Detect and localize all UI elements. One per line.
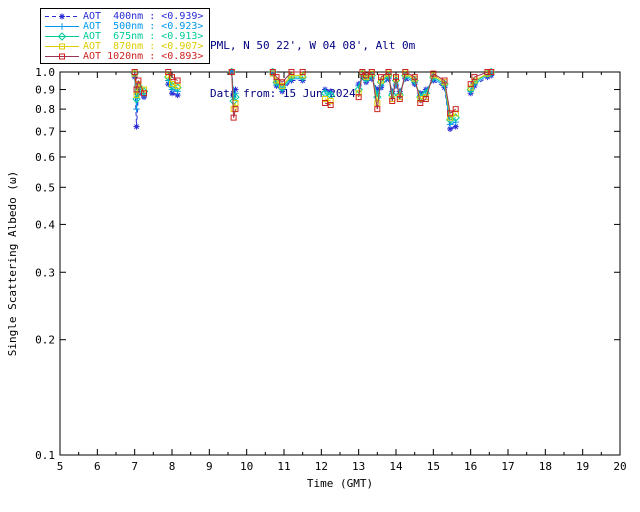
legend-row: AOT 870nm : <0.907>	[44, 40, 206, 52]
plot-header: PML, N 50 22', W 04 08', Alt 0m Data fro…	[210, 6, 415, 134]
svg-text:19: 19	[576, 460, 589, 473]
site-info-text: PML, N 50 22', W 04 08', Alt 0m	[210, 39, 416, 52]
svg-text:0.5: 0.5	[35, 181, 55, 194]
svg-text:17: 17	[501, 460, 514, 473]
svg-text:5: 5	[57, 460, 64, 473]
svg-text:0.7: 0.7	[35, 125, 55, 138]
legend-row: AOT 1020nm : <0.893>	[44, 50, 206, 62]
svg-text:1.0: 1.0	[35, 66, 55, 79]
svg-text:0.1: 0.1	[35, 449, 55, 462]
legend-row: AOT 675nm : <0.913>	[44, 30, 206, 42]
legend-line-sample	[45, 43, 79, 49]
legend-label: AOT 400nm : <0.939>	[83, 10, 204, 22]
legend-line-sample	[45, 13, 79, 19]
legend-line-sample	[45, 22, 79, 30]
svg-text:0.3: 0.3	[35, 266, 55, 279]
axes-frame	[59, 71, 621, 456]
svg-text:16: 16	[464, 460, 477, 473]
legend: AOT 400nm : <0.939> AOT 500nm : <0.923> AO…	[40, 8, 210, 64]
legend-line-sample	[45, 53, 79, 59]
svg-text:10: 10	[240, 460, 253, 473]
legend-row: AOT 400nm : <0.939>	[44, 10, 206, 22]
svg-text:6: 6	[94, 460, 101, 473]
svg-text:0.9: 0.9	[35, 84, 55, 97]
svg-text:11: 11	[277, 460, 290, 473]
legend-line-sample	[45, 31, 79, 41]
svg-text:7: 7	[131, 460, 138, 473]
svg-text:20: 20	[613, 460, 626, 473]
svg-text:12: 12	[315, 460, 328, 473]
y-axis-label: Single Scattering Albedo (ω)	[6, 171, 19, 356]
y-axis: 1.0 0.9 0.8 0.7 0.6 0.5 0.4 0.3 0.2 0.1	[35, 66, 620, 462]
x-axis: 5 6 7 8 9 10 11 12 13 14 15 16 17 18 19 20	[57, 72, 627, 473]
legend-row: AOT 500nm : <0.923>	[44, 20, 206, 32]
svg-text:0.4: 0.4	[35, 218, 55, 231]
series-aot-1020nm	[131, 69, 495, 121]
legend-label: AOT 1020nm : <0.893>	[83, 50, 204, 62]
svg-text:18: 18	[539, 460, 552, 473]
svg-text:8: 8	[169, 460, 176, 473]
svg-text:15: 15	[427, 460, 440, 473]
svg-text:0.6: 0.6	[35, 151, 55, 164]
svg-text:0.8: 0.8	[35, 103, 55, 116]
legend-label: AOT 675nm : <0.913>	[83, 30, 204, 42]
legend-label: AOT 870nm : <0.907>	[83, 40, 204, 52]
date-info-text: Data from: 15 Jun 2024	[210, 87, 356, 100]
svg-text:13: 13	[352, 460, 365, 473]
legend-label: AOT 500nm : <0.923>	[83, 20, 204, 32]
series-aot-675nm	[130, 67, 496, 125]
x-axis-label: Time (GMT)	[307, 477, 373, 490]
svg-text:9: 9	[206, 460, 213, 473]
svg-text:14: 14	[389, 460, 403, 473]
series-aot-400nm	[131, 69, 495, 132]
svg-text:0.2: 0.2	[35, 334, 55, 347]
